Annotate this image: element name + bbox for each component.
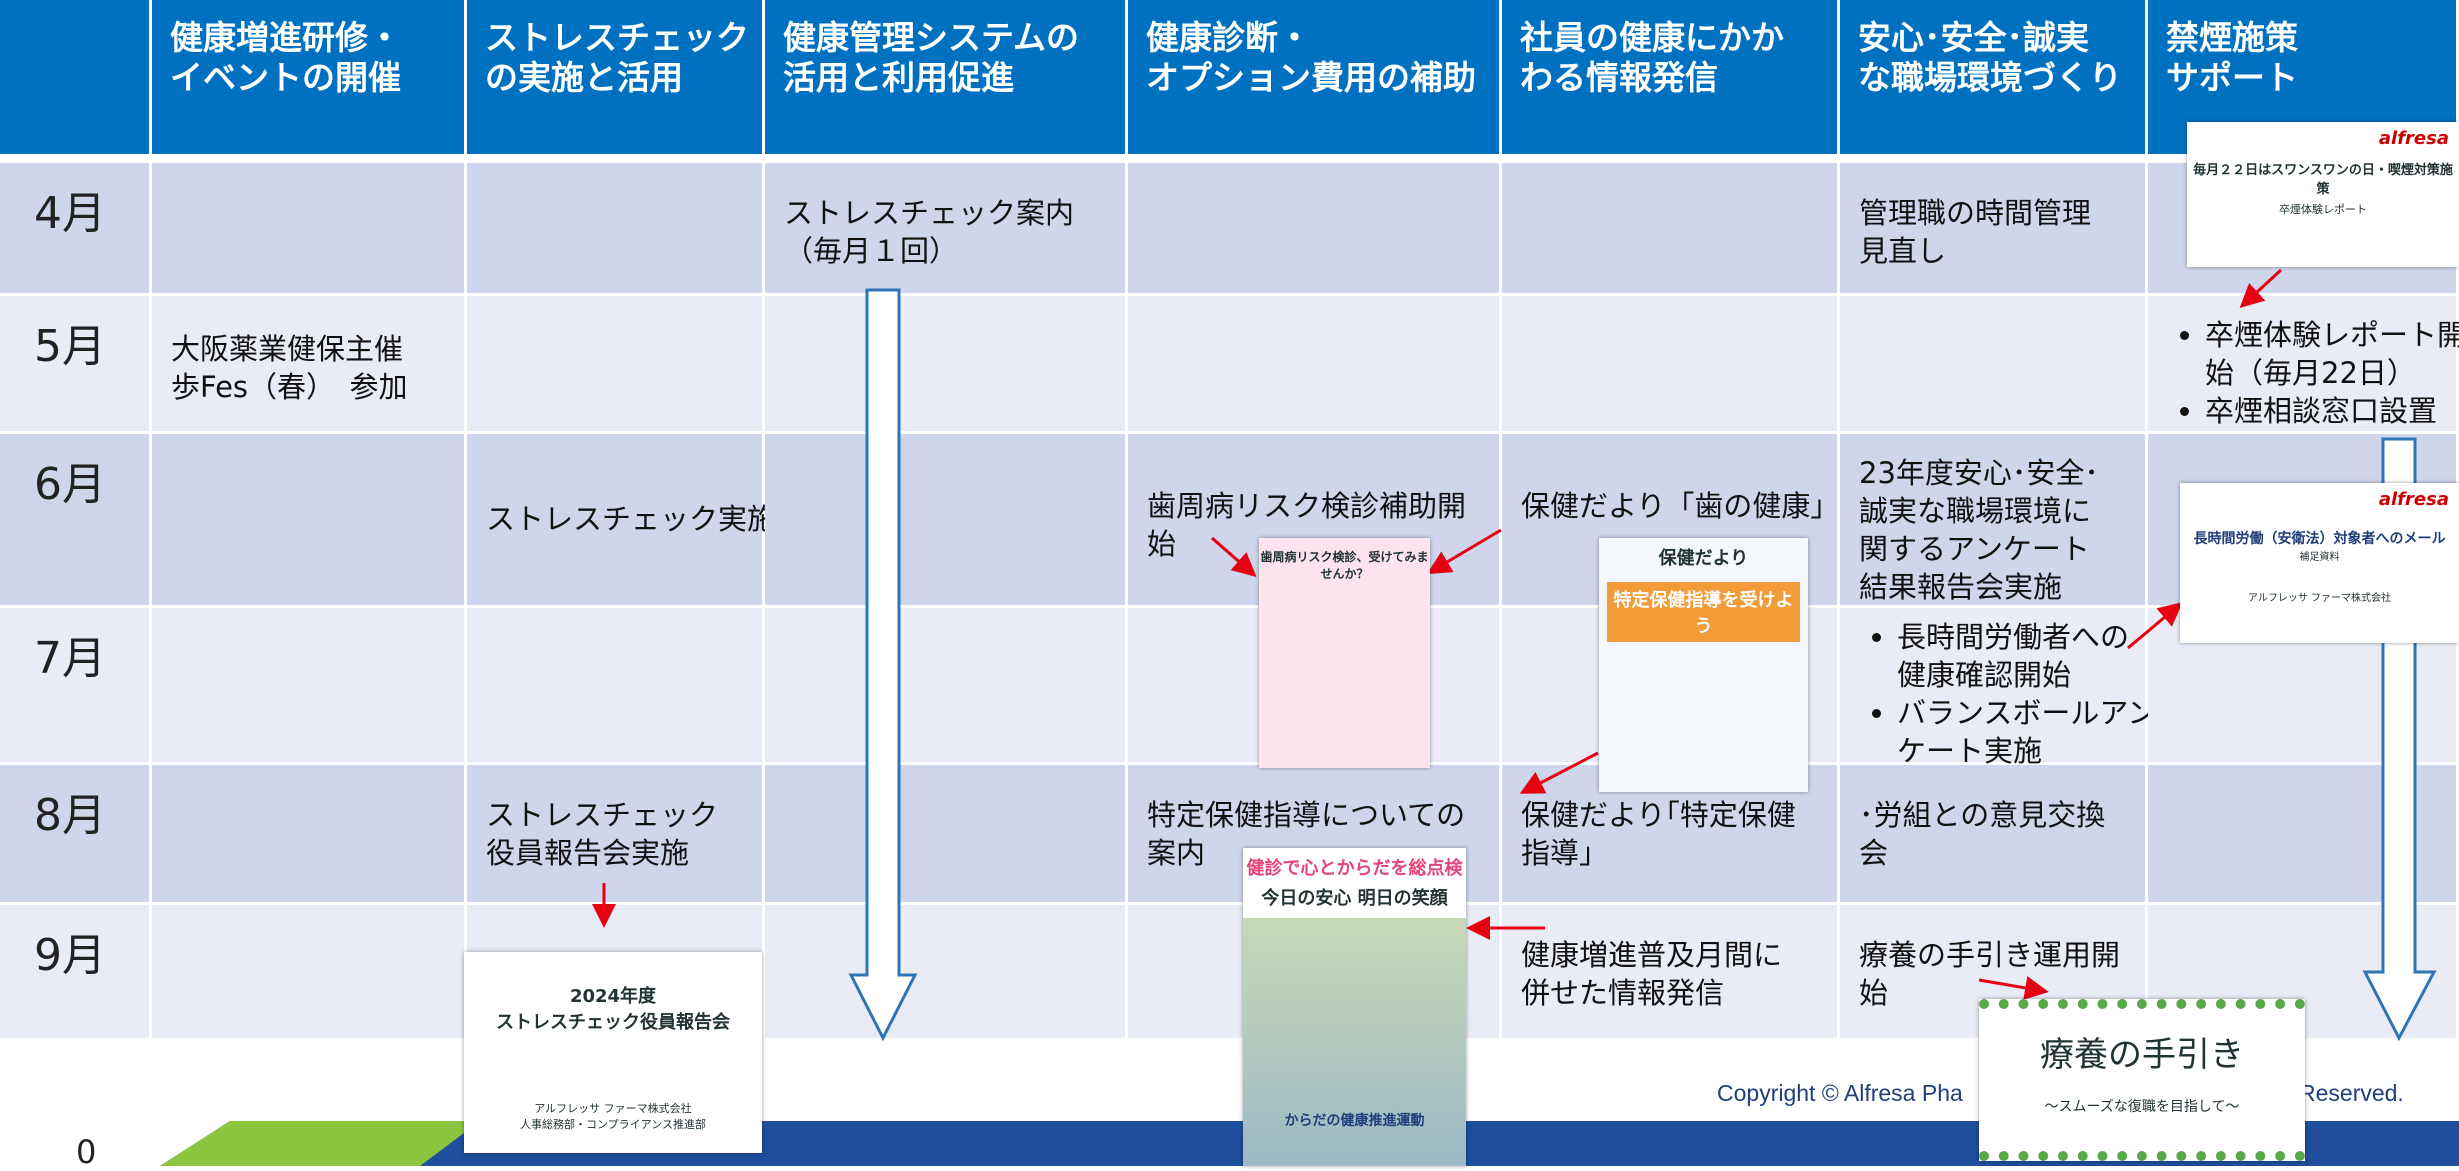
thumb-text: ～スムーズな復職を目指して～	[2044, 1099, 2240, 1115]
thumbnail-poster: 健診で心とからだを総点検 今日の安心 明日の笑顔からだの健康推進運動	[1243, 848, 1466, 1166]
cell	[1128, 296, 1499, 431]
cell: 管理職の時間管理 見直し	[1840, 163, 2145, 293]
header-cell: 健康診断・ オプション費用の補助	[1128, 0, 1499, 154]
cell	[1502, 296, 1837, 431]
cell: ･労組との意見交換 会	[1840, 765, 2145, 902]
month-cell: 7月	[0, 608, 149, 762]
thumbnail-newsletter: 保健だより特定保健指導を受けよう	[1599, 538, 1808, 792]
cell-text: 大阪薬業健保主催 歩Fes（春） 参加	[171, 332, 408, 404]
cell: 健康増進普及月間に 併せた情報発信	[1502, 905, 1837, 1038]
month-cell: 8月	[0, 765, 149, 902]
bullet-item: 卒煙体験レポート開 始（毎月22日）	[2205, 316, 2459, 392]
cell	[152, 905, 464, 1038]
long-arrow	[848, 288, 918, 1042]
thumb-text: 卒煙体験レポート	[2279, 203, 2367, 216]
thumb-text: からだの健康推進運動	[1284, 1113, 1425, 1129]
cell	[1128, 163, 1499, 293]
thumb-text: 保健だより	[1658, 548, 1749, 569]
cell	[1502, 163, 1837, 293]
thumbnail-dental: 歯周病リスク検診、受けてみませんか？	[1259, 538, 1430, 768]
cell	[152, 765, 464, 902]
thumb-text: アルフレッサ ファーマ株式会社 人事総務部・コンプライアンス推進部	[519, 1102, 706, 1131]
bullet-list: 長時間労働者への 健康確認開始バランスボールアン ケート実施	[1859, 618, 2156, 770]
thumb-text: 2024年度 ストレスチェック役員報告会	[496, 986, 730, 1033]
thumbnail-care-guide: 療養の手引き ～スムーズな復職を目指して～	[1979, 999, 2305, 1161]
cell-text: ストレスチェック案内 （毎月１回）	[784, 196, 1075, 268]
thumb-text: 毎月２２日はスワンスワンの日・喫煙対策施策	[2193, 163, 2453, 197]
cell	[765, 765, 1125, 902]
cell-text: ･労組との意見交換 会	[1859, 798, 2106, 870]
thumb-text: 補足資料	[2299, 552, 2340, 563]
cell	[765, 296, 1125, 431]
thumb-text: 療養の手引き	[2040, 1035, 2244, 1075]
cell: ストレスチェック 役員報告会実施	[467, 765, 762, 902]
footer-stripe	[160, 1121, 480, 1166]
thumb-text: アルフレッサ ファーマ株式会社	[2247, 593, 2392, 604]
header-cell: 健康増進研修・ イベントの開催	[152, 0, 464, 154]
cell	[467, 608, 762, 762]
cell-text: ストレスチェック実施	[486, 502, 777, 536]
copyright: Copyright © Alfresa Pha	[1717, 1080, 1963, 1106]
cell: ストレスチェック実施	[467, 434, 776, 605]
thumb-text: 今日の安心 明日の笑顔	[1261, 888, 1448, 909]
cell	[1840, 296, 2145, 431]
cell: ストレスチェック案内 （毎月１回）	[765, 163, 1125, 293]
header-cell: 社員の健康にかか わる情報発信	[1502, 0, 1837, 154]
bullet-list: 卒煙体験レポート開 始（毎月22日）卒煙相談窓口設置	[2167, 316, 2459, 430]
red-arrows	[592, 268, 2283, 1000]
cell-text: 特定保健指導についての 案内	[1147, 798, 1466, 870]
cell-text: 健康増進普及月間に 併せた情報発信	[1521, 938, 1783, 1010]
cell-text: 保健だより｢特定保健 指導｣	[1521, 798, 1796, 870]
thumb-text: alfresa	[2378, 489, 2449, 510]
cell: 卒煙体験レポート開 始（毎月22日）卒煙相談窓口設置	[2148, 296, 2459, 431]
cell: 23年度安心･安全･ 誠実な職場環境に 関するアンケート 結果報告会実施	[1840, 434, 2145, 605]
cell-text: ストレスチェック 役員報告会実施	[486, 798, 719, 870]
thumb-text: 長時間労働（安衛法）対象者へのメール	[2193, 531, 2446, 547]
cell-text: 保健だより「歯の健康」	[1521, 489, 1840, 523]
thumbnail-smoking: alfresa 毎月２２日はスワンスワンの日・喫煙対策施策卒煙体験レポート	[2187, 122, 2459, 267]
cell	[765, 434, 1125, 605]
cell-text: 管理職の時間管理 見直し	[1859, 196, 2092, 268]
copyright: Reserved.	[2299, 1080, 2404, 1106]
bullet-item: 卒煙相談窓口設置	[2205, 392, 2459, 430]
cell	[765, 608, 1125, 762]
thumb-text: 歯周病リスク検診、受けてみませんか？	[1260, 550, 1429, 581]
cell-text: 歯周病リスク検診補助開 始	[1147, 489, 1467, 561]
header-cell: 健康管理システムの 活用と利用促進	[765, 0, 1125, 154]
cell	[152, 163, 464, 293]
cell	[467, 296, 762, 431]
thumb-text: 特定保健指導を受けよう	[1607, 582, 1800, 642]
page-number: 0	[76, 1133, 97, 1171]
cell	[152, 608, 464, 762]
thumb-text: 健診で心とからだを総点検	[1246, 858, 1463, 879]
cell	[467, 163, 762, 293]
cell-text: 療養の手引き運用開 始	[1859, 938, 2121, 1010]
header-cell: ストレスチェック の実施と活用	[467, 0, 762, 154]
cell: 長時間労働者への 健康確認開始バランスボールアン ケート実施	[1840, 608, 2156, 768]
month-cell: 5月	[0, 296, 149, 431]
cell	[152, 434, 464, 605]
cell: 大阪薬業健保主催 歩Fes（春） 参加	[152, 296, 464, 431]
bullet-item: 長時間労働者への 健康確認開始	[1897, 618, 2156, 694]
bullet-item: バランスボールアン ケート実施	[1897, 694, 2156, 770]
thumb-text: alfresa	[2378, 128, 2449, 149]
month-cell: 4月	[0, 163, 149, 293]
thumbnail-stress-report: 2024年度 ストレスチェック役員報告会アルフレッサ ファーマ株式会社 人事総務…	[464, 952, 762, 1153]
month-cell: 9月	[0, 905, 149, 1038]
header-cell: 安心･安全･誠実 な職場環境づくり	[1840, 0, 2145, 154]
cell	[765, 905, 1125, 1038]
thumbnail-overtime: alfresa 長時間労働（安衛法）対象者へのメール補足資料アルフレッサ ファーマ…	[2180, 483, 2459, 643]
month-cell: 6月	[0, 434, 149, 605]
header-cell	[0, 0, 149, 154]
cell-text: 23年度安心･安全･ 誠実な職場環境に 関するアンケート 結果報告会実施	[1859, 456, 2099, 604]
